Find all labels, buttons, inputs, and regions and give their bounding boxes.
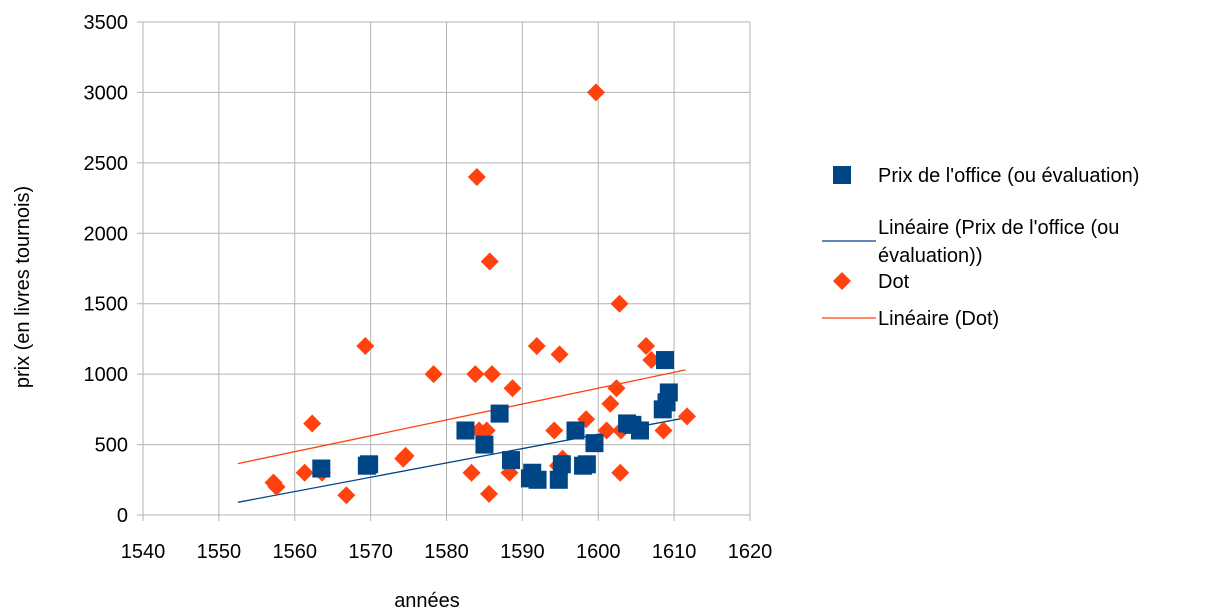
data-point-diamond [601, 394, 620, 413]
data-point-diamond [424, 365, 443, 384]
data-point-square [566, 421, 585, 440]
legend-label: Linéaire (Prix de l'office (ou [878, 217, 1119, 239]
data-point-diamond [477, 421, 496, 440]
data-point-diamond [611, 463, 630, 482]
data-point-diamond [462, 463, 481, 482]
y-tick-label: 3500 [84, 12, 129, 34]
y-axis-title: prix (en livres tournois) [12, 186, 34, 388]
data-point-diamond [466, 365, 485, 384]
data-point-diamond [503, 379, 522, 398]
x-axis-title: années [394, 590, 460, 612]
data-point-square [659, 383, 678, 402]
y-tick-label: 1000 [84, 364, 129, 386]
legend-symbol-diamond [833, 272, 851, 290]
tick-label-layer: 1540 1550 1560 1570 1580 1590 1600 1610 1620 0 500… [84, 12, 773, 563]
legend-label: Prix de l'office (ou évaluation) [878, 165, 1139, 187]
y-tick-label: 3000 [84, 82, 129, 104]
data-point-diamond [467, 167, 486, 186]
data-point-diamond [654, 421, 673, 440]
data-point-diamond [267, 477, 286, 496]
grid-layer [137, 21, 751, 521]
x-tick-label: 1610 [652, 541, 697, 563]
data-point-diamond [480, 252, 499, 271]
data-point-diamond [610, 294, 629, 313]
data-point-square [475, 435, 494, 454]
data-point-diamond [396, 446, 415, 465]
data-point-diamond [337, 486, 356, 505]
x-tick-label: 1580 [424, 541, 469, 563]
data-point-diamond [678, 407, 697, 426]
data-point-square [549, 470, 568, 489]
x-tick-label: 1550 [197, 541, 242, 563]
x-tick-label: 1570 [348, 541, 393, 563]
y-tick-label: 2500 [84, 153, 129, 175]
data-point-square [312, 459, 331, 478]
data-point-diamond [550, 345, 569, 364]
data-point-square [490, 404, 509, 423]
data-point-diamond [637, 336, 656, 355]
data-point-diamond [642, 351, 661, 370]
data-point-square [656, 351, 675, 370]
data-point-square [501, 451, 520, 470]
data-point-square [630, 421, 649, 440]
data-point-diamond [295, 463, 314, 482]
y-tick-label: 1500 [84, 294, 129, 316]
y-tick-label: 0 [117, 505, 128, 527]
y-tick-label: 2000 [84, 223, 129, 245]
data-point-square [360, 455, 379, 474]
data-point-diamond [479, 484, 498, 503]
points-layer [264, 83, 697, 505]
legend: Prix de l'office (ou évaluation) Linéaire… [822, 165, 1139, 330]
x-tick-label: 1590 [500, 541, 545, 563]
legend-label: Dot [878, 271, 910, 293]
data-point-square [585, 434, 604, 453]
x-tick-label: 1540 [121, 541, 166, 563]
data-point-diamond [356, 336, 375, 355]
data-point-square [552, 455, 571, 474]
data-point-diamond [586, 83, 605, 102]
x-tick-label: 1560 [273, 541, 318, 563]
data-point-diamond [303, 414, 322, 433]
legend-label: Linéaire (Dot) [878, 308, 999, 330]
data-point-diamond [607, 379, 626, 398]
x-tick-label: 1620 [728, 541, 773, 563]
data-point-diamond [545, 421, 564, 440]
legend-label: évaluation)) [878, 245, 983, 267]
x-tick-label: 1600 [576, 541, 621, 563]
data-point-square [456, 421, 475, 440]
data-point-diamond [483, 365, 502, 384]
legend-symbol-square [833, 166, 851, 184]
data-point-diamond [527, 336, 546, 355]
data-point-square [528, 470, 547, 489]
y-tick-label: 500 [95, 435, 128, 457]
data-point-square [577, 455, 596, 474]
